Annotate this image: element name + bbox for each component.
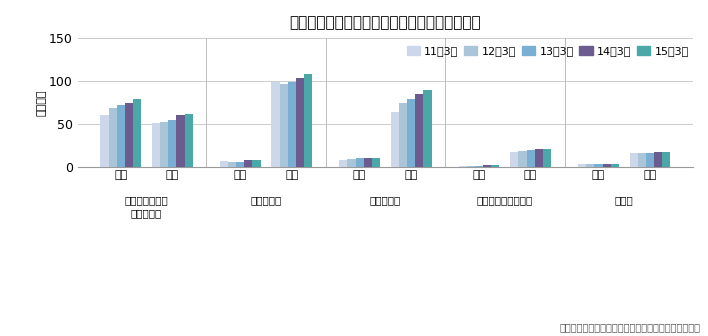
Bar: [364, 158, 372, 167]
Bar: [595, 164, 603, 167]
Bar: [654, 152, 662, 167]
Bar: [491, 165, 499, 167]
Bar: [160, 122, 169, 167]
Bar: [415, 94, 423, 167]
Bar: [169, 120, 176, 167]
Legend: 11年3月, 12年3月, 13年3月, 14年3月, 15年3月: 11年3月, 12年3月, 13年3月, 14年3月, 15年3月: [402, 41, 694, 60]
Bar: [638, 153, 646, 167]
Bar: [535, 149, 543, 167]
Bar: [287, 82, 296, 167]
Bar: [133, 99, 141, 167]
Bar: [467, 166, 475, 167]
Text: 販売従事耇: 販売従事耇: [370, 195, 401, 205]
Bar: [271, 82, 280, 167]
Bar: [101, 116, 108, 167]
Bar: [244, 160, 252, 167]
Bar: [348, 159, 355, 167]
Bar: [339, 160, 348, 167]
Bar: [586, 164, 595, 167]
Bar: [185, 114, 193, 167]
Bar: [646, 153, 654, 167]
Bar: [176, 116, 185, 167]
Bar: [611, 164, 619, 167]
Bar: [228, 162, 236, 167]
Bar: [117, 105, 125, 167]
Text: サービス職業従事者: サービス職業従事者: [476, 195, 533, 205]
Bar: [629, 153, 638, 167]
Bar: [219, 161, 228, 167]
Text: 専門的・技術的
職業従事者: 専門的・技術的 職業従事者: [125, 195, 169, 218]
Bar: [252, 160, 261, 167]
Title: 図表１：大学（学部）卒業者の職業別就職状況: 図表１：大学（学部）卒業者の職業別就職状況: [290, 15, 481, 30]
Bar: [296, 78, 304, 167]
Bar: [355, 158, 364, 167]
Bar: [518, 151, 527, 167]
Bar: [280, 84, 287, 167]
Bar: [152, 123, 160, 167]
Bar: [510, 152, 518, 167]
Bar: [543, 149, 551, 167]
Bar: [236, 162, 244, 167]
Y-axis label: （千人）: （千人）: [36, 89, 46, 116]
Bar: [407, 99, 415, 167]
Bar: [108, 108, 117, 167]
Bar: [578, 164, 586, 167]
Bar: [459, 166, 467, 167]
Bar: [372, 158, 380, 167]
Text: その他: その他: [615, 195, 634, 205]
Bar: [399, 103, 407, 167]
Bar: [391, 112, 399, 167]
Text: 事務従事者: 事務従事者: [251, 195, 282, 205]
Bar: [423, 90, 431, 167]
Bar: [662, 152, 670, 167]
Bar: [527, 150, 535, 167]
Bar: [125, 103, 133, 167]
Bar: [603, 164, 611, 167]
Text: 出所）文部科学省「学校基本調査」より大和総研作成: 出所）文部科学省「学校基本調査」より大和総研作成: [560, 323, 701, 333]
Bar: [475, 166, 483, 167]
Bar: [304, 74, 312, 167]
Bar: [483, 165, 491, 167]
